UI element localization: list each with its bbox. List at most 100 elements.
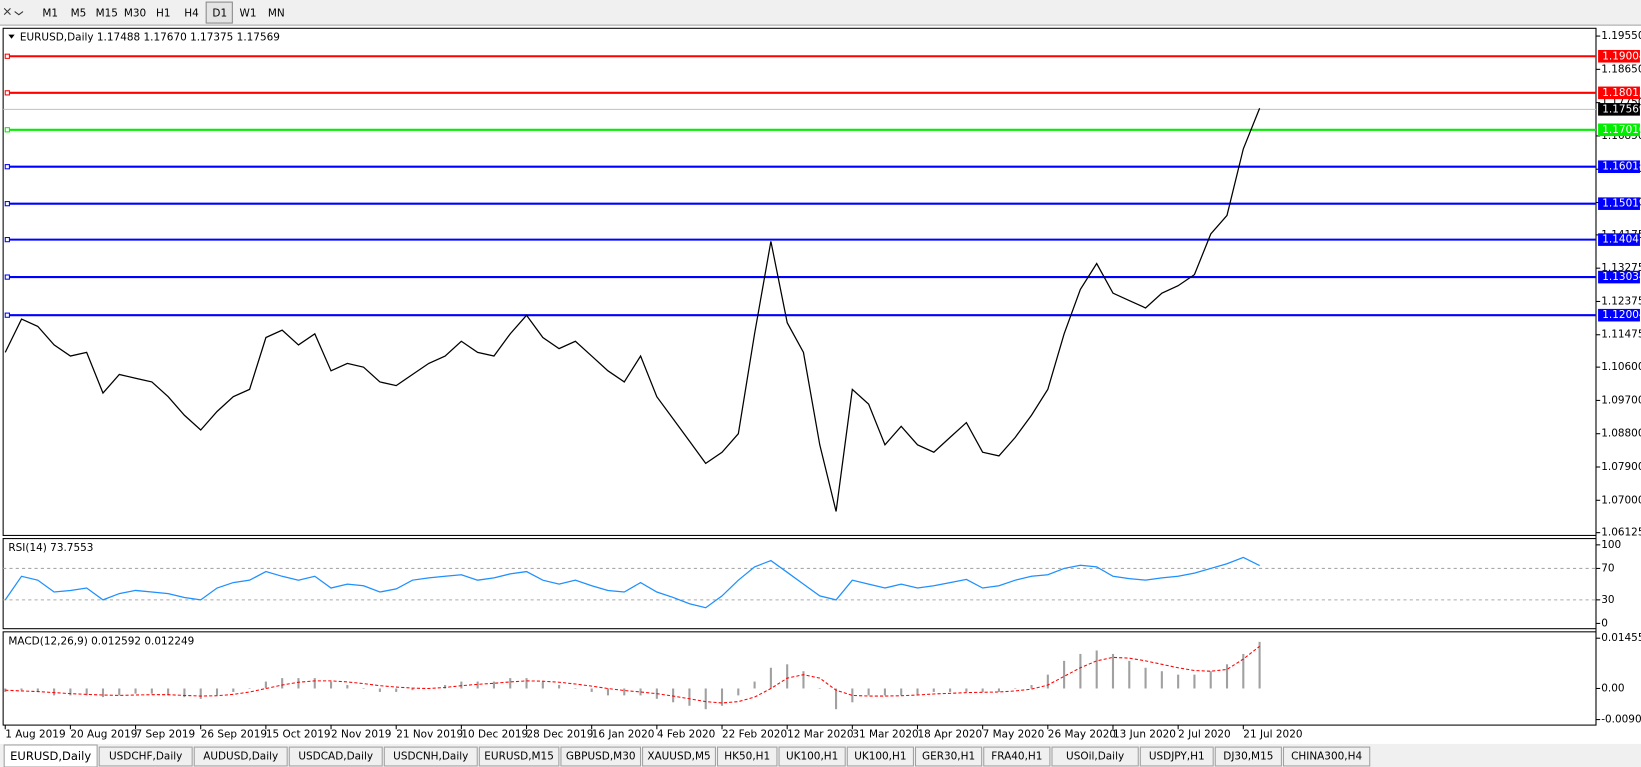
macd-bar [737,688,740,696]
level-label-bg [1598,49,1640,63]
timeframe-button[interactable]: M30 [124,8,146,20]
timeframe-button[interactable]: M1 [42,8,58,20]
tab[interactable] [1214,746,1282,767]
macd-bar [509,678,512,689]
level-label-bg [1598,233,1640,246]
chart-panel [2,538,1597,630]
level-label: 1.13034 [1602,271,1641,283]
x-tick-label: 13 Jun 2020 [1113,729,1176,741]
timeframe-button[interactable]: H1 [156,8,171,20]
tab-label[interactable]: GBPUSD,M30 [566,751,636,763]
macd-bar [329,681,333,689]
macd-bar [215,688,219,696]
level-label: 1.14047 [1602,234,1641,246]
macd-bar [1128,660,1131,689]
tab[interactable] [478,746,560,767]
tab-label[interactable]: USDJPY,H1 [1149,751,1205,763]
macd-bar [264,681,267,689]
tab-label[interactable]: EURUSD,M15 [484,751,554,763]
x-tick-label: 1 Aug 2019 [5,729,65,741]
macd-bar [574,688,577,689]
timeframe-button[interactable]: H4 [184,8,199,20]
timeframe-button[interactable]: M5 [71,8,87,20]
macd-bar [411,688,414,691]
x-tick-label: 28 Dec 2019 [527,729,594,741]
tab[interactable] [1139,746,1214,767]
macd-bar [232,688,235,692]
macd-bar [851,688,854,703]
tab-label[interactable]: EURUSD,Daily [10,749,91,763]
tab[interactable] [3,744,98,767]
level-label: 1.18015 [1602,87,1641,99]
macd-bar [525,678,528,689]
tab[interactable] [193,746,288,767]
tab-label[interactable]: DJ30,M15 [1223,751,1273,763]
tab[interactable] [716,746,778,767]
tab-label[interactable]: USDCHF,Daily [109,751,182,763]
timeframe-button[interactable]: D1 [212,8,227,20]
macd-signal [5,645,1260,704]
y-tick-label: 1.06125 [1601,527,1641,539]
level-handle [4,201,10,207]
tab-label[interactable]: USDCAD,Daily [298,751,373,763]
macd-bar [1046,674,1049,689]
last-price-bg [1598,103,1640,116]
level-handle [4,164,10,170]
tab-label[interactable]: XAUUSD,M5 [647,751,710,763]
macd-bar [769,667,772,689]
tab-label[interactable]: GER30,H1 [922,751,975,763]
timeframe-button[interactable]: M15 [96,8,118,20]
x-tick-label: 4 Feb 2020 [657,729,715,741]
macd-bar [281,678,284,689]
macd-bar [36,688,39,692]
tab-label[interactable]: USOil,Daily [1066,751,1124,763]
tab[interactable] [383,746,478,767]
level-label: 1.17016 [1602,124,1641,136]
toolbar-icon[interactable] [3,8,24,16]
tab-label[interactable]: USDCNH,Daily [393,751,468,763]
macd-bar [1160,671,1163,689]
tab[interactable] [846,746,914,767]
macd-bar [476,681,479,689]
macd-bar [1063,660,1066,689]
x-tick-label: 26 May 2020 [1048,729,1116,741]
macd-bar [672,688,675,703]
macd-bar [916,688,919,696]
x-tick-label: 2 Nov 2019 [331,729,391,741]
tab-label[interactable]: CHINA300,H4 [1291,751,1362,763]
level-handle [4,127,10,133]
timeframe-button[interactable]: MN [268,8,285,20]
tab[interactable] [983,746,1051,767]
tab-label[interactable]: FRA40,H1 [991,751,1042,763]
tab[interactable] [642,746,716,767]
y-tick-label: 1.07000 [1601,494,1641,506]
tab[interactable] [915,746,983,767]
macd-bar [965,688,968,692]
macd-bar [802,671,805,689]
last-price-label: 1.17569 [1602,103,1641,115]
tab[interactable] [1282,746,1371,767]
tab[interactable] [1051,746,1139,767]
macd-bar [134,688,137,694]
y-tick-label: 70 [1601,562,1614,574]
tab[interactable] [560,746,642,767]
x-tick-label: 15 Oct 2019 [266,729,331,741]
timeframe-button[interactable]: W1 [240,8,257,20]
macd-bar [1079,653,1082,689]
x-tick-label: 10 Dec 2019 [461,729,528,741]
panel-title: MACD(12,26,9) 0.012592 0.012249 [8,635,194,647]
tab-label[interactable]: AUDUSD,Daily [203,751,278,763]
macd-bar [53,688,56,696]
tab[interactable] [778,746,846,767]
price-line [4,108,1261,512]
tab-label[interactable]: UK100,H1 [786,751,838,763]
tab-label[interactable]: UK100,H1 [854,751,906,763]
tab[interactable] [288,746,383,767]
y-tick-label: 100 [1601,539,1621,551]
macd-bar [818,688,821,689]
level-label-bg [1598,86,1640,100]
tab[interactable] [98,746,193,767]
tab-label[interactable]: HK50,H1 [724,751,770,763]
y-tick-label: 1.08800 [1601,428,1641,440]
